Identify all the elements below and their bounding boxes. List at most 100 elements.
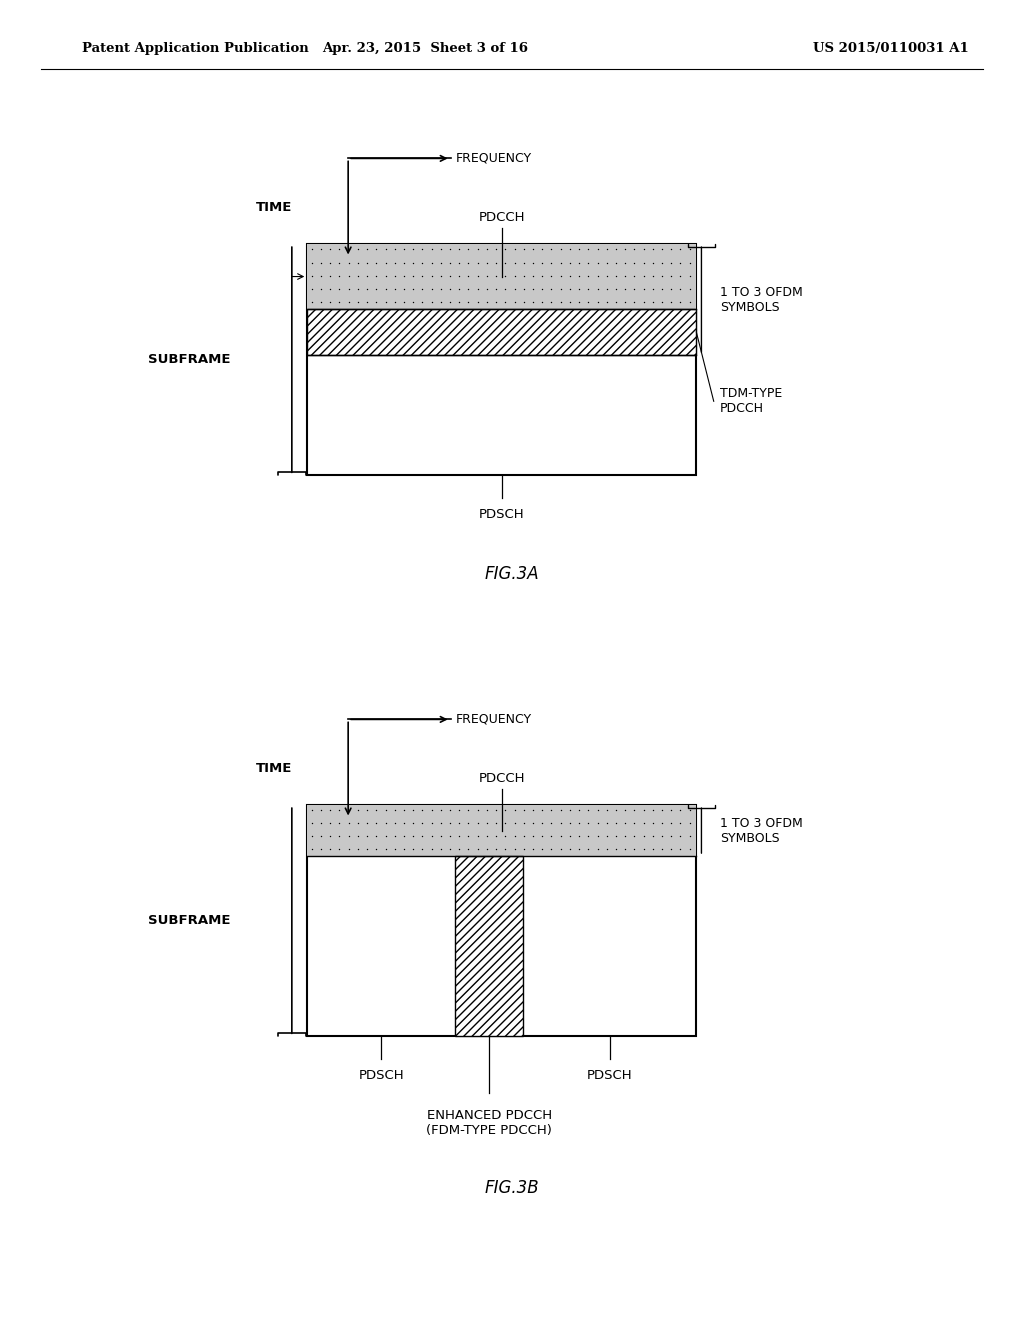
Point bbox=[415, 812, 431, 833]
Point bbox=[645, 239, 662, 260]
Point bbox=[322, 252, 338, 273]
Point bbox=[442, 825, 459, 846]
Point bbox=[562, 239, 579, 260]
Point bbox=[406, 812, 422, 833]
Point bbox=[479, 252, 496, 273]
Point bbox=[396, 239, 413, 260]
Point bbox=[378, 252, 394, 273]
Point bbox=[488, 265, 505, 286]
Point bbox=[406, 279, 422, 300]
Point bbox=[378, 279, 394, 300]
Point bbox=[442, 292, 459, 313]
Point bbox=[461, 265, 477, 286]
Point bbox=[562, 812, 579, 833]
Point bbox=[452, 265, 468, 286]
Point bbox=[636, 812, 652, 833]
Point bbox=[571, 239, 588, 260]
Bar bbox=[307, 244, 696, 475]
Point bbox=[516, 265, 532, 286]
Point bbox=[313, 838, 330, 859]
Point bbox=[682, 252, 698, 273]
Point bbox=[645, 292, 662, 313]
Point bbox=[369, 239, 385, 260]
Point bbox=[608, 239, 625, 260]
Text: FIG.3B: FIG.3B bbox=[484, 1179, 540, 1197]
Point bbox=[488, 252, 505, 273]
Point bbox=[470, 279, 486, 300]
Point bbox=[581, 265, 597, 286]
Point bbox=[498, 279, 514, 300]
Point bbox=[590, 799, 606, 820]
Point bbox=[525, 812, 542, 833]
Point bbox=[396, 265, 413, 286]
Point bbox=[645, 812, 662, 833]
Point bbox=[627, 252, 643, 273]
Point bbox=[682, 825, 698, 846]
Point bbox=[461, 825, 477, 846]
Point bbox=[516, 812, 532, 833]
Point bbox=[470, 838, 486, 859]
Point bbox=[322, 838, 338, 859]
Point bbox=[442, 838, 459, 859]
Point bbox=[590, 239, 606, 260]
Point bbox=[507, 838, 523, 859]
Point bbox=[359, 825, 376, 846]
Point bbox=[636, 239, 652, 260]
Text: FREQUENCY: FREQUENCY bbox=[456, 713, 531, 726]
Point bbox=[553, 825, 569, 846]
Point bbox=[433, 252, 450, 273]
Point bbox=[581, 825, 597, 846]
Point bbox=[479, 838, 496, 859]
Point bbox=[654, 838, 671, 859]
Text: ENHANCED PDCCH
(FDM-TYPE PDCCH): ENHANCED PDCCH (FDM-TYPE PDCCH) bbox=[426, 1109, 552, 1137]
Point bbox=[442, 812, 459, 833]
Text: TIME: TIME bbox=[255, 202, 292, 214]
Point bbox=[608, 292, 625, 313]
Point bbox=[682, 838, 698, 859]
Point bbox=[590, 292, 606, 313]
Point bbox=[442, 239, 459, 260]
Point bbox=[396, 825, 413, 846]
Bar bbox=[455, 855, 523, 1036]
Point bbox=[488, 812, 505, 833]
Point bbox=[682, 279, 698, 300]
Point bbox=[350, 812, 367, 833]
Point bbox=[461, 812, 477, 833]
Point bbox=[581, 239, 597, 260]
Point bbox=[562, 825, 579, 846]
Text: PDSCH: PDSCH bbox=[479, 508, 524, 521]
Point bbox=[461, 239, 477, 260]
Point bbox=[608, 838, 625, 859]
Point bbox=[452, 799, 468, 820]
Point bbox=[627, 239, 643, 260]
Bar bbox=[307, 805, 696, 855]
Point bbox=[313, 252, 330, 273]
Point bbox=[664, 838, 680, 859]
Point bbox=[544, 252, 560, 273]
Point bbox=[340, 825, 357, 846]
Point bbox=[303, 825, 319, 846]
Point bbox=[415, 799, 431, 820]
Point bbox=[553, 838, 569, 859]
Point bbox=[369, 265, 385, 286]
Point bbox=[654, 812, 671, 833]
Point bbox=[682, 265, 698, 286]
Point bbox=[516, 825, 532, 846]
Point bbox=[442, 265, 459, 286]
Point bbox=[599, 265, 615, 286]
Text: US 2015/0110031 A1: US 2015/0110031 A1 bbox=[813, 42, 969, 55]
Point bbox=[406, 239, 422, 260]
Point bbox=[507, 292, 523, 313]
Point bbox=[359, 252, 376, 273]
Text: 1 TO 3 OFDM
SYMBOLS: 1 TO 3 OFDM SYMBOLS bbox=[720, 285, 803, 314]
Point bbox=[682, 812, 698, 833]
Point bbox=[470, 292, 486, 313]
Point bbox=[498, 799, 514, 820]
Point bbox=[664, 292, 680, 313]
Point bbox=[627, 279, 643, 300]
Point bbox=[461, 799, 477, 820]
Point bbox=[387, 239, 403, 260]
Point bbox=[452, 279, 468, 300]
Point bbox=[507, 265, 523, 286]
Point bbox=[627, 799, 643, 820]
